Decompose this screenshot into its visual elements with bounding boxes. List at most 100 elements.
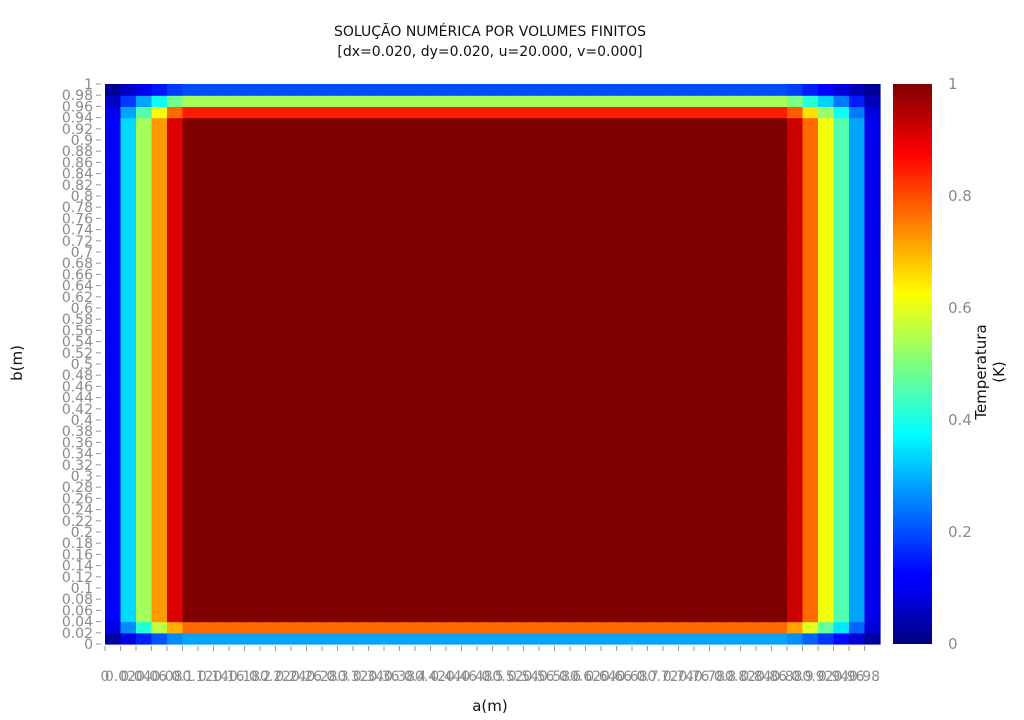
- heatmap-cell: [275, 487, 292, 499]
- heatmap-cell: [849, 162, 866, 175]
- heatmap-cell: [833, 218, 850, 231]
- heatmap-cell: [585, 476, 602, 488]
- heatmap-cell: [415, 420, 432, 432]
- heatmap-cell: [647, 240, 664, 253]
- heatmap-cell: [585, 364, 602, 376]
- heatmap-cell: [663, 576, 680, 589]
- heatmap-cell: [554, 588, 571, 600]
- heatmap-cell: [570, 95, 587, 107]
- heatmap-cell: [306, 184, 323, 197]
- heatmap-cell: [709, 296, 726, 309]
- heatmap-cell: [771, 95, 788, 107]
- heatmap-cell: [430, 610, 447, 623]
- heatmap-cell: [430, 352, 447, 365]
- heatmap-cell: [849, 520, 866, 533]
- heatmap-cell: [306, 487, 323, 499]
- heatmap-cell: [260, 442, 277, 455]
- heatmap-cell: [477, 106, 494, 119]
- heatmap-cell: [105, 364, 122, 376]
- heatmap-cell: [384, 543, 401, 555]
- heatmap-cell: [306, 610, 323, 623]
- heatmap-cell: [585, 588, 602, 600]
- heatmap-cell: [663, 140, 680, 152]
- heatmap-cell: [864, 352, 881, 365]
- heatmap-cell: [120, 476, 137, 488]
- heatmap-cell: [275, 565, 292, 578]
- heatmap-cell: [136, 128, 153, 141]
- heatmap-cell: [461, 588, 478, 600]
- heatmap-cell: [570, 229, 587, 242]
- heatmap-cell: [864, 487, 881, 499]
- heatmap-cell: [570, 610, 587, 623]
- heatmap-cell: [663, 397, 680, 410]
- heatmap-cell: [182, 621, 199, 634]
- heatmap-cell: [229, 285, 246, 298]
- heatmap-cell: [167, 364, 184, 376]
- heatmap-cell: [647, 184, 664, 197]
- heatmap-cell: [260, 330, 277, 343]
- heatmap-cell: [337, 464, 354, 477]
- heatmap-cell: [818, 509, 835, 522]
- heatmap-cell: [198, 442, 215, 455]
- heatmap-cell: [337, 610, 354, 623]
- heatmap-cell: [787, 364, 804, 376]
- heatmap-cell: [291, 218, 308, 231]
- heatmap-cell: [833, 375, 850, 387]
- heatmap-cell: [492, 565, 509, 578]
- heatmap-cell: [291, 296, 308, 309]
- heatmap-cell: [802, 408, 819, 421]
- heatmap-cell: [275, 599, 292, 611]
- heatmap-cell: [833, 296, 850, 309]
- heatmap-cell: [368, 599, 385, 611]
- heatmap-cell: [244, 476, 261, 488]
- heatmap-cell: [570, 632, 587, 645]
- heatmap-cell: [291, 319, 308, 331]
- heatmap-cell: [678, 364, 695, 376]
- heatmap-cell: [818, 498, 835, 511]
- heatmap-cell: [864, 218, 881, 231]
- heatmap-cell: [291, 599, 308, 611]
- heatmap-cell: [430, 128, 447, 141]
- heatmap-cell: [275, 442, 292, 455]
- heatmap-cell: [523, 84, 540, 96]
- heatmap-cell: [306, 308, 323, 320]
- heatmap-cell: [151, 520, 168, 533]
- heatmap-cell: [213, 319, 230, 331]
- heatmap-cell: [616, 532, 633, 544]
- heatmap-cell: [508, 509, 525, 522]
- heatmap-cell: [120, 464, 137, 477]
- heatmap-cell: [229, 128, 246, 141]
- heatmap-cell: [384, 140, 401, 152]
- heatmap-cell: [709, 408, 726, 421]
- heatmap-cell: [678, 442, 695, 455]
- heatmap-cell: [787, 464, 804, 477]
- heatmap-cell: [694, 117, 711, 130]
- heatmap-cell: [337, 162, 354, 175]
- heatmap-cell: [833, 173, 850, 186]
- heatmap-cell: [291, 106, 308, 119]
- colorbar-tick-label: 0.6: [948, 299, 972, 317]
- heatmap-cell: [275, 151, 292, 163]
- heatmap-cell: [415, 375, 432, 387]
- heatmap-cell: [833, 184, 850, 197]
- heatmap-cell: [337, 274, 354, 287]
- heatmap-cell: [632, 610, 649, 623]
- heatmap-cell: [523, 352, 540, 365]
- heatmap-cell: [430, 632, 447, 645]
- heatmap-cell: [120, 610, 137, 623]
- heatmap-cell: [709, 140, 726, 152]
- heatmap-cell: [461, 487, 478, 499]
- heatmap-cell: [399, 431, 416, 443]
- heatmap-cell: [353, 240, 370, 253]
- heatmap-cell: [647, 117, 664, 130]
- heatmap-cell: [601, 621, 618, 634]
- x-tick-label: 0.66: [601, 669, 632, 685]
- heatmap-cell: [105, 554, 122, 567]
- heatmap-cell: [539, 532, 556, 544]
- heatmap-cell: [709, 520, 726, 533]
- heatmap-cell: [353, 464, 370, 477]
- y-tick-label: 0.06: [62, 603, 93, 619]
- heatmap-cell: [709, 453, 726, 466]
- heatmap-cell: [353, 173, 370, 186]
- heatmap-cell: [523, 128, 540, 141]
